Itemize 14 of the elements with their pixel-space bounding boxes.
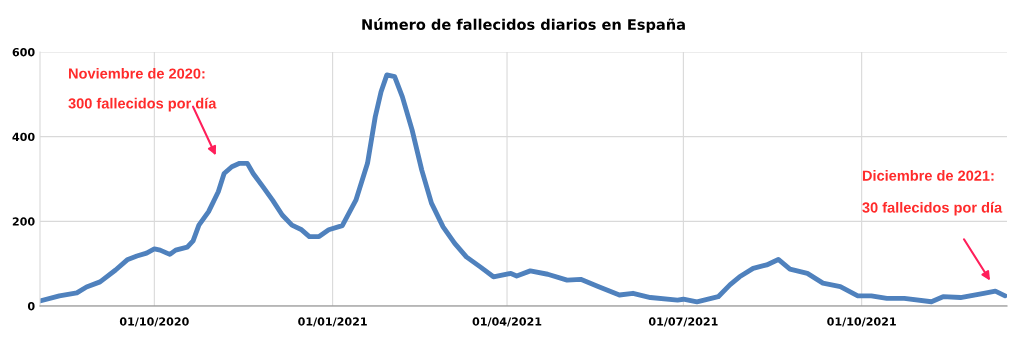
chart-title: Número de fallecidos diarios en España [362, 18, 685, 33]
x-tick-label: 01/10/2021 [827, 317, 896, 327]
annotation: Noviembre de 2020: [69, 68, 205, 79]
y-tick-label: 200 [12, 217, 35, 226]
x-tick-label: 01/04/2021 [472, 317, 542, 327]
y-tick-label: 600 [12, 47, 35, 57]
y-tick-label: 400 [12, 132, 35, 142]
annotation: 300 fallecidos por día [68, 97, 217, 112]
x-tick-label: 01/10/2020 [119, 317, 189, 327]
x-tick-label: 01/01/2021 [298, 317, 367, 327]
y-tick-label: 0 [27, 301, 35, 311]
x-tick-label: 01/07/2021 [648, 317, 718, 327]
annotation: Diciembre de 2021: [862, 170, 994, 181]
annotation: 30 fallecidos por día [862, 201, 1003, 216]
